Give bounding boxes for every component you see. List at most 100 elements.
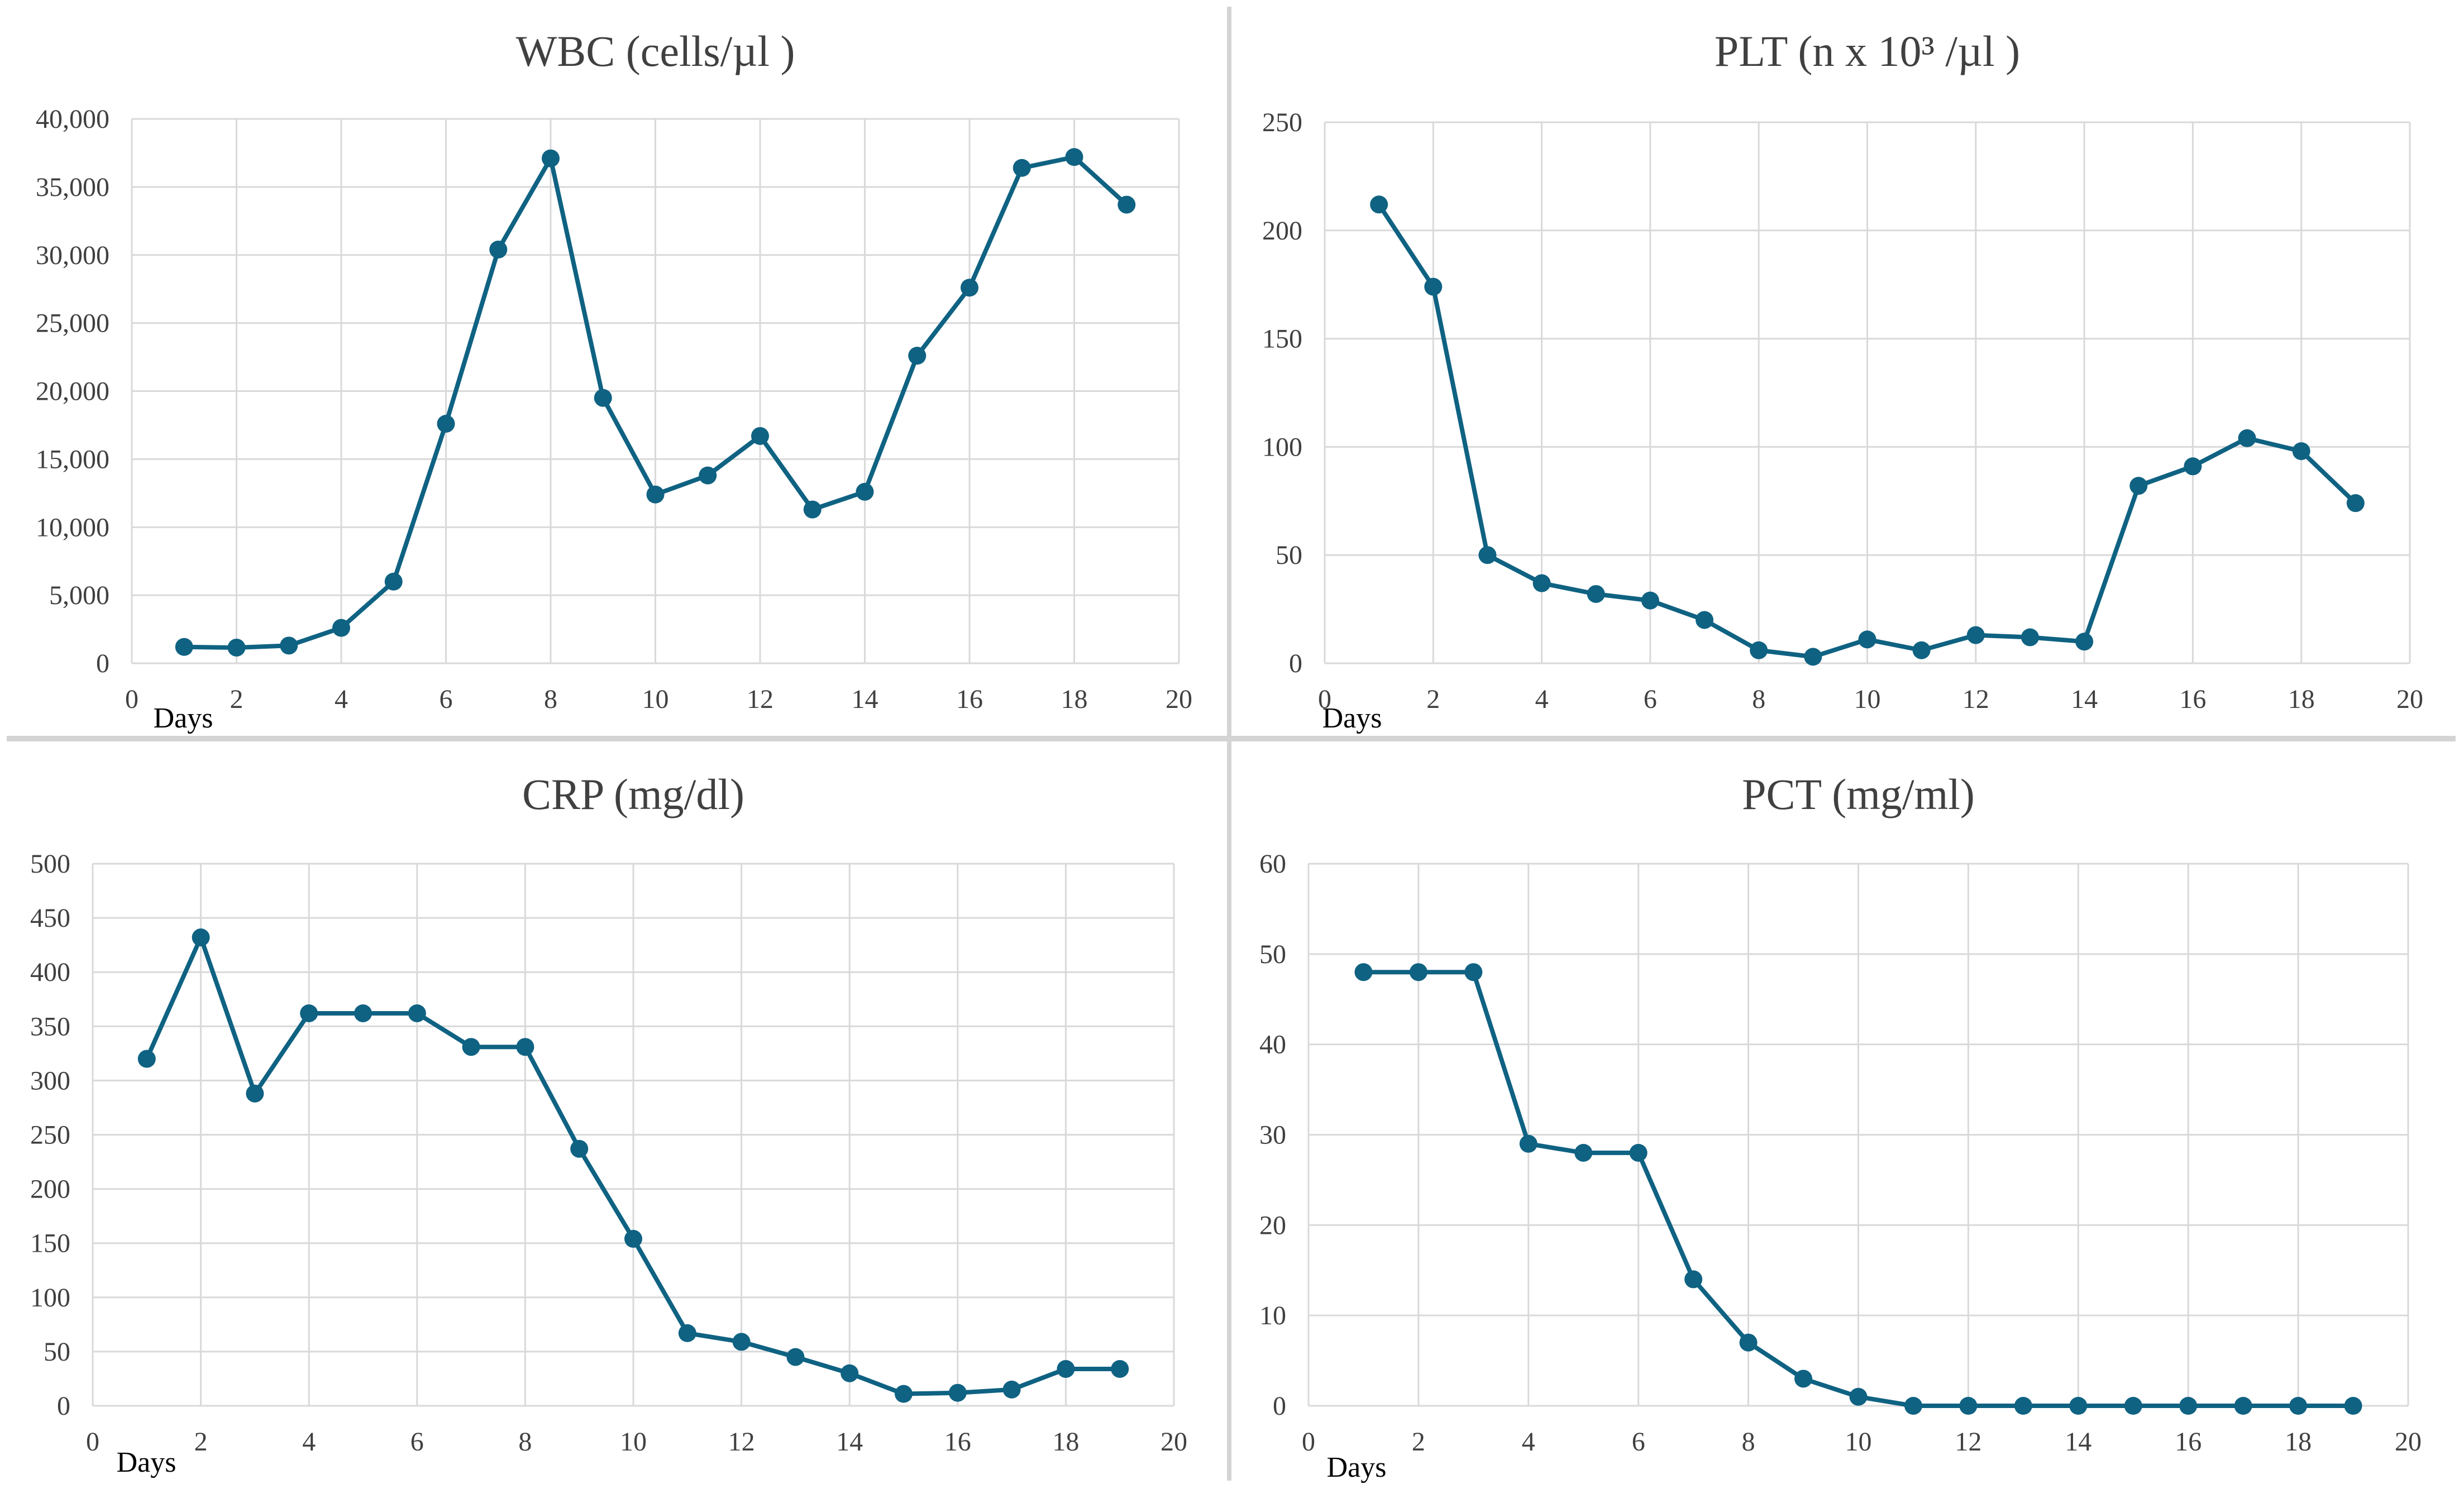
wbc-x-tick-label: 6: [440, 684, 453, 714]
crp-x-tick-label: 0: [86, 1427, 99, 1457]
pct-data-point: [1464, 963, 1483, 982]
plt-y-tick-label: 100: [1262, 432, 1302, 462]
pct-data-point: [2179, 1397, 2198, 1415]
crp-data-point: [1002, 1380, 1021, 1399]
crp-y-tick-label: 200: [30, 1175, 70, 1204]
wbc-data-point: [961, 279, 978, 297]
wbc-chart-title: WBC (cells/µl ): [516, 27, 795, 75]
plt-y-tick-label: 150: [1262, 324, 1302, 354]
crp-y-tick-label: 300: [30, 1066, 70, 1095]
crp-x-tick-label: 10: [620, 1427, 647, 1457]
plt-data-point: [1804, 648, 1822, 666]
wbc-data-point: [384, 572, 403, 591]
wbc-data-point: [594, 389, 612, 407]
wbc-data-point: [751, 427, 769, 445]
pct-x-tick-label: 20: [2395, 1427, 2422, 1457]
crp-chart-svg: CRP (mg/dl)05010015020025030035040045050…: [30, 770, 1187, 1478]
crp-data-point: [516, 1038, 534, 1056]
wbc-data-point: [437, 415, 455, 433]
crp-x-tick-label: 16: [944, 1427, 971, 1457]
plt-x-tick-label: 2: [1426, 684, 1440, 714]
crp-data-point: [570, 1140, 589, 1158]
wbc-y-tick-label: 15,000: [36, 444, 109, 474]
crp-y-tick-label: 400: [30, 957, 70, 987]
crp-data-point: [1057, 1359, 1075, 1378]
plt-data-point: [1587, 585, 1605, 603]
pct-chart-svg: PCT (mg/ml) 0 10 20 30 40 50 60 0 2 4 6 8 10 12 14 16 18 2…: [1259, 770, 2422, 1483]
plt-y-tick-label: 200: [1262, 216, 1302, 246]
pct-x-tick-label: 12: [1955, 1427, 1981, 1457]
wbc-data-point: [1013, 159, 1031, 177]
vertical-divider: [1227, 7, 1231, 1481]
wbc-data-point: [803, 500, 822, 519]
pct-y-tick-label: 0: [1273, 1391, 1286, 1421]
wbc-y-tick-label: 10,000: [36, 513, 109, 542]
wbc-x-tick-label: 16: [956, 684, 983, 714]
wbc-data-point: [856, 482, 874, 501]
pct-x-tick-label: 18: [2285, 1427, 2312, 1457]
pct-x-tick-label: 0: [1302, 1427, 1315, 1457]
wbc-data-point: [332, 619, 350, 637]
crp-x-tick-label: 12: [728, 1427, 755, 1457]
wbc-data-point: [175, 638, 193, 656]
wbc-y-tick-label: 25,000: [36, 309, 109, 338]
pct-data-point: [1959, 1397, 1978, 1415]
plt-x-tick-label: 0: [1318, 684, 1331, 714]
crp-data-point: [948, 1383, 967, 1402]
pct-x-tick-label: 10: [1845, 1427, 1872, 1457]
crp-y-tick-label: 0: [57, 1391, 70, 1421]
crp-data-point: [732, 1333, 751, 1351]
wbc-y-tick-label: 20,000: [36, 377, 109, 406]
plt-data-point: [2238, 429, 2256, 447]
plt-data-point: [1370, 195, 1388, 214]
pct-data-point: [1794, 1370, 1813, 1388]
crp-y-tick-label: 500: [30, 849, 70, 879]
crp-data-point: [192, 928, 210, 947]
crp-data-point: [895, 1385, 913, 1403]
wbc-x-tick-label: 20: [1166, 684, 1192, 714]
pct-x-axis-label: Days: [1327, 1452, 1387, 1483]
plt-x-tick-label: 4: [1535, 684, 1549, 714]
plt-data-point: [2075, 633, 2094, 651]
wbc-data-point: [1118, 195, 1136, 214]
pct-x-tick-label: 6: [1632, 1427, 1645, 1457]
crp-x-tick-label: 4: [302, 1427, 316, 1457]
plt-x-tick-label: 16: [2179, 684, 2206, 714]
wbc-data-point: [280, 636, 298, 655]
pct-data-point: [1574, 1143, 1593, 1162]
pct-data-point: [2344, 1397, 2362, 1415]
plt-data-point: [1966, 626, 1985, 644]
plt-data-point: [1532, 574, 1551, 592]
crp-y-tick-label: 450: [30, 903, 70, 933]
pct-data-point: [2289, 1397, 2308, 1415]
pct-data-point: [1904, 1397, 1922, 1415]
crp-chart-panel: CRP (mg/dl) 0 50 100 150 200 250 300 350 400 450 50…: [0, 744, 1232, 1489]
plt-x-tick-label: 18: [2288, 684, 2315, 714]
crp-y-tick-label: 350: [30, 1012, 70, 1041]
pct-y-tick-label: 60: [1259, 849, 1286, 879]
wbc-x-tick-label: 14: [852, 684, 878, 714]
wbc-x-tick-label: 4: [335, 684, 348, 714]
pct-y-tick-label: 30: [1259, 1121, 1286, 1150]
crp-x-axis-label: Days: [117, 1447, 176, 1478]
plt-data-point: [2346, 494, 2365, 513]
pct-data-point: [1629, 1143, 1648, 1162]
pct-chart-title: PCT (mg/ml): [1742, 770, 1975, 818]
crp-y-tick-label: 150: [30, 1229, 70, 1258]
crp-y-tick-label: 50: [44, 1337, 70, 1367]
wbc-data-point: [908, 347, 927, 365]
plt-data-point: [1696, 611, 1714, 629]
wbc-data-point: [227, 638, 246, 657]
plt-x-tick-label: 12: [1962, 684, 1989, 714]
plt-y-tick-label: 50: [1276, 540, 1302, 570]
plt-x-tick-label: 10: [1854, 684, 1881, 714]
plt-data-point: [1858, 630, 1876, 649]
wbc-y-tick-label: 40,000: [36, 104, 109, 134]
plt-x-tick-label: 14: [2071, 684, 2098, 714]
crp-x-tick-label: 20: [1161, 1427, 1187, 1457]
pct-x-tick-label: 4: [1522, 1427, 1535, 1457]
wbc-y-tick-label: 5,000: [49, 581, 109, 610]
crp-data-point: [246, 1084, 264, 1103]
plt-y-tick-label: 0: [1289, 649, 1302, 678]
pct-chart-panel: PCT (mg/ml) 0 10 20 30 40 50 60 0 2 4 6 8 10 12 14 16 18 2…: [1232, 744, 2464, 1489]
